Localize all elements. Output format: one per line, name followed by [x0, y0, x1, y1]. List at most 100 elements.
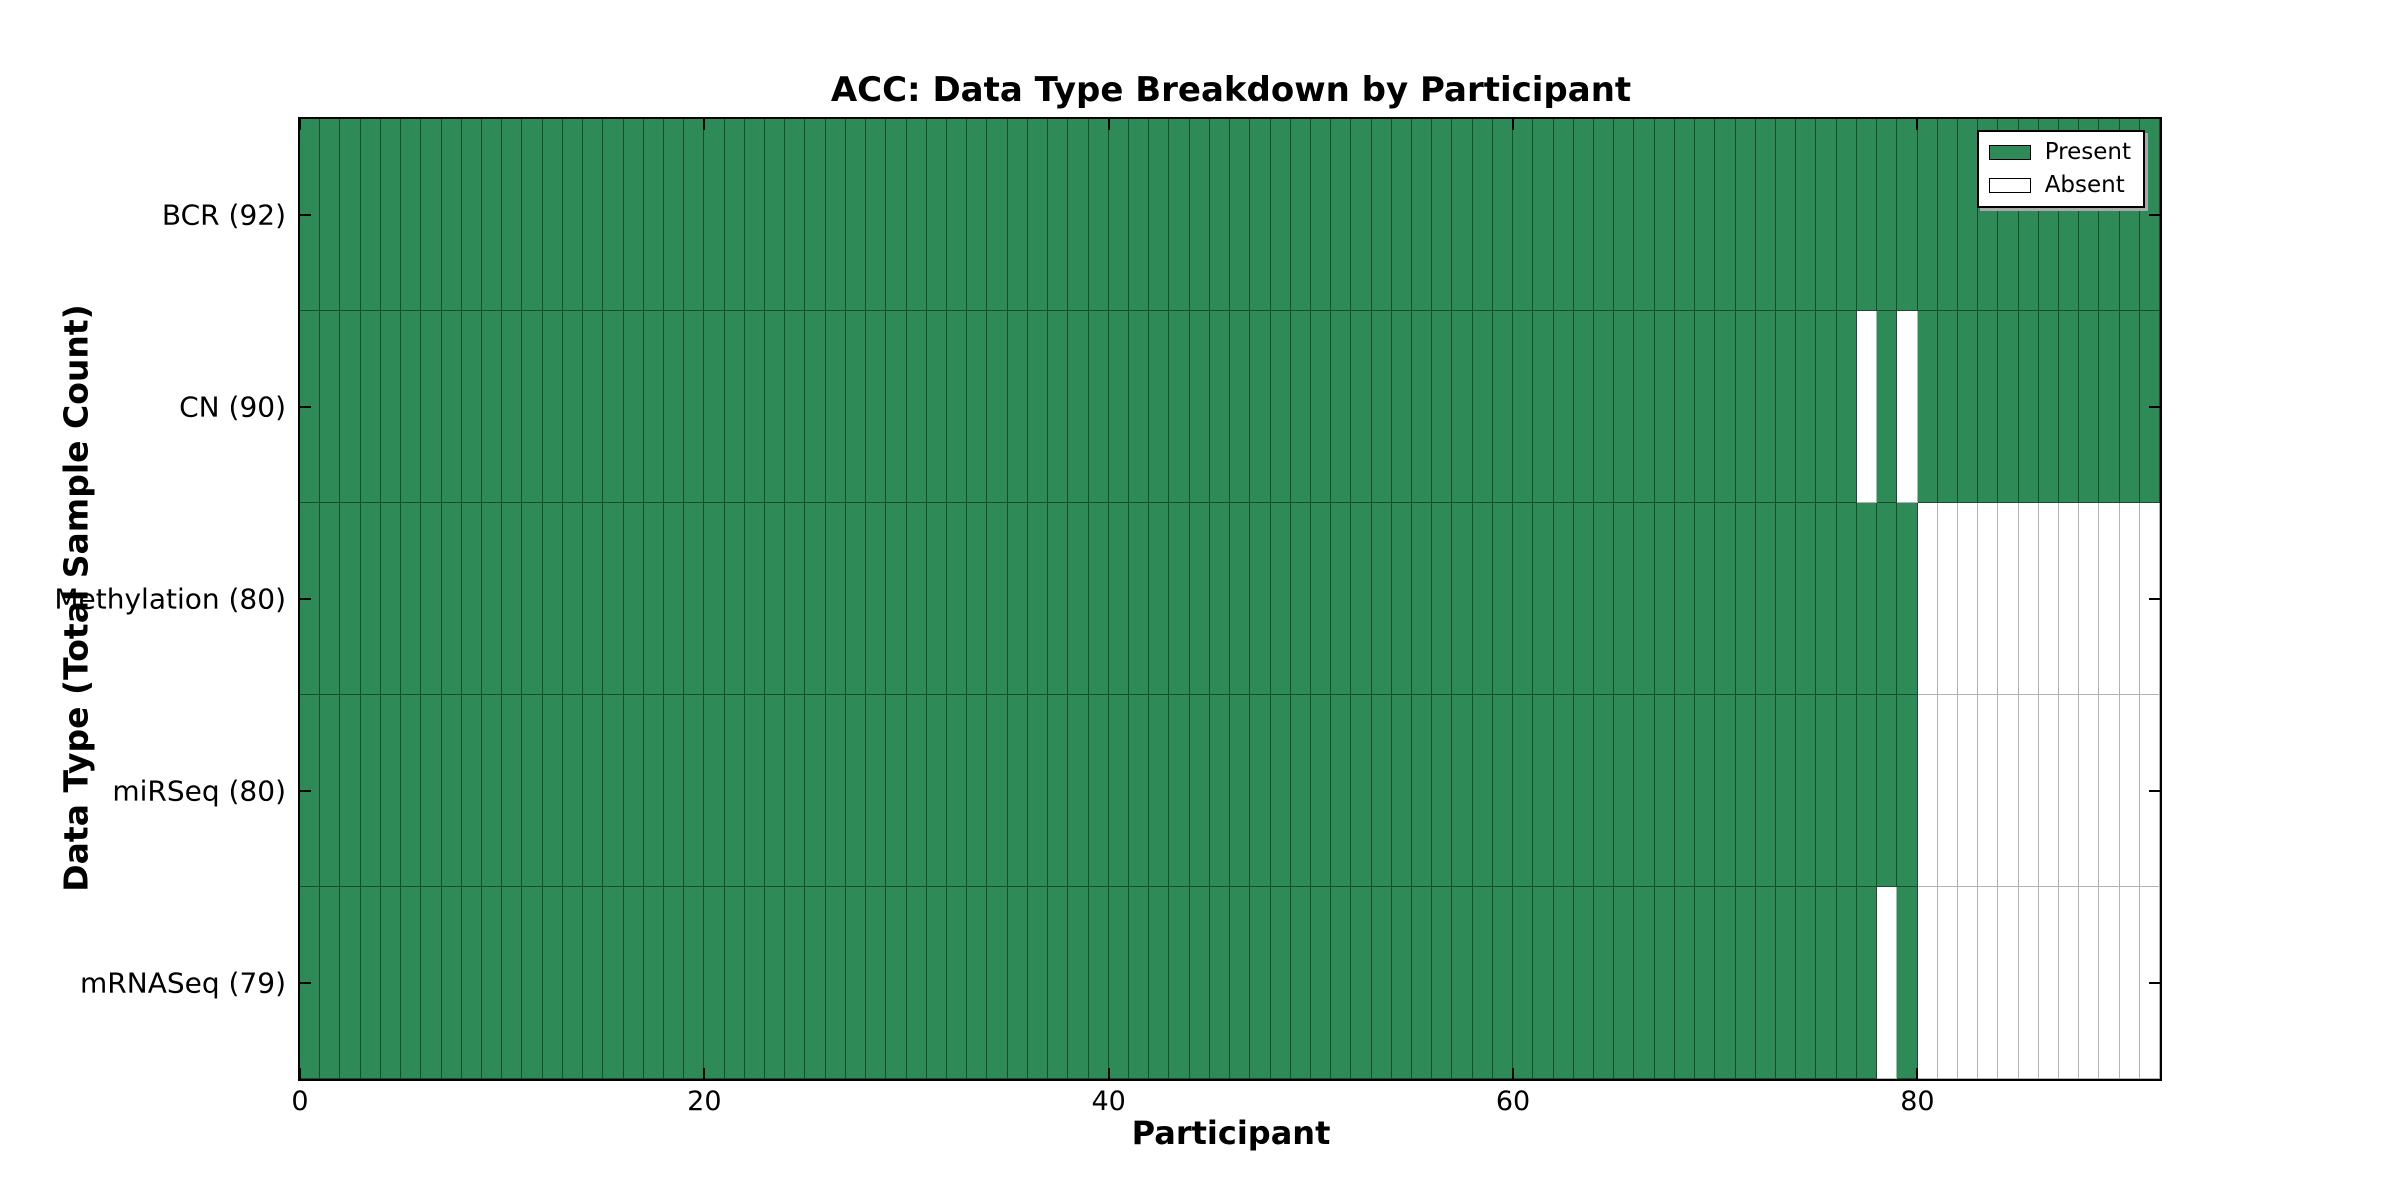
heatmap-cell — [1735, 695, 1756, 887]
heatmap-cell — [967, 119, 988, 311]
heatmap-cell — [1230, 503, 1251, 695]
heatmap-cell — [380, 503, 402, 695]
heatmap-cell — [1432, 311, 1453, 503]
heatmap-cell — [1695, 503, 1716, 695]
heatmap-cell — [1594, 119, 1615, 311]
heatmap-cell — [1230, 311, 1251, 503]
heatmap-cell — [623, 311, 644, 503]
heatmap-cell — [1614, 119, 1635, 311]
heatmap-cell — [1209, 887, 1231, 1079]
heatmap-cell — [1937, 503, 1958, 695]
heatmap-cell — [1027, 503, 1049, 695]
heatmap-cell — [1957, 695, 1979, 887]
heatmap-cell — [401, 119, 422, 311]
heatmap-cell — [704, 503, 725, 695]
heatmap-cell — [340, 887, 361, 1079]
heatmap-cell — [1917, 311, 1938, 503]
heatmap-cell — [1877, 119, 1898, 311]
heatmap-cell — [1897, 503, 1918, 695]
heatmap-cell — [562, 119, 584, 311]
heatmap-cell — [1230, 119, 1251, 311]
heatmap-cell — [1371, 887, 1392, 1079]
heatmap-cell — [2059, 503, 2080, 695]
heatmap-cell — [1634, 887, 1655, 1079]
heatmap-cell — [1715, 311, 1736, 503]
heatmap-cell — [1917, 119, 1938, 311]
heatmap-cell — [2099, 887, 2120, 1079]
heatmap-cell — [1472, 119, 1493, 311]
heatmap-cell — [1310, 311, 1332, 503]
heatmap-cell — [1897, 887, 1918, 1079]
heatmap-cell — [1290, 311, 1311, 503]
heatmap-cell — [1412, 119, 1433, 311]
heatmap-cell — [583, 695, 604, 887]
heatmap-cell — [805, 119, 826, 311]
heatmap-cell — [1533, 695, 1554, 887]
heatmap-cell — [360, 695, 381, 887]
x-tick-mark — [1512, 1068, 1514, 1079]
legend: Present Absent — [1976, 130, 2145, 208]
heatmap-cell — [1553, 503, 1574, 695]
heatmap-cell — [1310, 503, 1332, 695]
heatmap-cell — [461, 695, 482, 887]
heatmap-cell — [1755, 695, 1776, 887]
heatmap-cell — [967, 695, 988, 887]
heatmap-cell — [1634, 503, 1655, 695]
heatmap-cell — [947, 887, 968, 1079]
heatmap-cell — [1310, 887, 1332, 1079]
heatmap-cell — [1250, 887, 1271, 1079]
heatmap-cell — [1856, 119, 1878, 311]
heatmap-cell — [401, 503, 422, 695]
heatmap-cell — [1068, 695, 1089, 887]
heatmap-cell — [2099, 311, 2120, 503]
heatmap-cell — [542, 311, 563, 503]
heatmap-cell — [1998, 887, 2019, 1079]
heatmap-cell — [1513, 695, 1534, 887]
y-tick-label-BCR: BCR (92) — [161, 198, 286, 232]
heatmap-cell — [1027, 311, 1049, 503]
heatmap-cell — [2018, 311, 2039, 503]
heatmap-cell — [866, 503, 887, 695]
heatmap-cell — [1492, 887, 1514, 1079]
heatmap-cell — [1715, 695, 1736, 887]
heatmap-cell — [1998, 311, 2019, 503]
heatmap-cell — [421, 311, 442, 503]
heatmap-cell — [1209, 695, 1231, 887]
heatmap-cell — [2038, 695, 2060, 887]
heatmap-cell — [1149, 311, 1170, 503]
heatmap-cell — [906, 311, 927, 503]
heatmap-cell — [704, 311, 725, 503]
heatmap-cell — [481, 119, 503, 311]
heatmap-cell — [765, 695, 786, 887]
heatmap-cell — [502, 119, 523, 311]
heatmap-cell — [401, 887, 422, 1079]
heatmap-cell — [2038, 887, 2060, 1079]
heatmap-cell — [2099, 503, 2120, 695]
heatmap-cell — [1250, 695, 1271, 887]
heatmap-cell — [866, 695, 887, 887]
heatmap-cell — [1957, 119, 1979, 311]
heatmap-cell — [724, 311, 745, 503]
x-tick-mark — [1512, 119, 1514, 130]
heatmap-cell — [643, 311, 664, 503]
heatmap-cell — [603, 695, 624, 887]
heatmap-cell — [2079, 503, 2100, 695]
heatmap-cell — [1674, 695, 1696, 887]
heatmap-cell — [1816, 503, 1837, 695]
legend-item-present: Present — [1988, 141, 2131, 164]
heatmap-cell — [2038, 311, 2060, 503]
heatmap-cell — [1432, 695, 1453, 887]
heatmap-cell — [1775, 119, 1797, 311]
heatmap-cell — [380, 119, 402, 311]
heatmap-cell — [704, 887, 725, 1079]
heatmap-cell — [1169, 887, 1190, 1079]
x-tick-mark — [1916, 1068, 1918, 1079]
heatmap-cell — [1634, 311, 1655, 503]
heatmap-cell — [421, 119, 442, 311]
x-tick-mark — [299, 1068, 301, 1079]
heatmap-cell — [1230, 887, 1251, 1079]
heatmap-cell — [663, 311, 685, 503]
heatmap-cell — [1614, 503, 1635, 695]
heatmap-cell — [603, 119, 624, 311]
heatmap-cell — [1472, 503, 1493, 695]
